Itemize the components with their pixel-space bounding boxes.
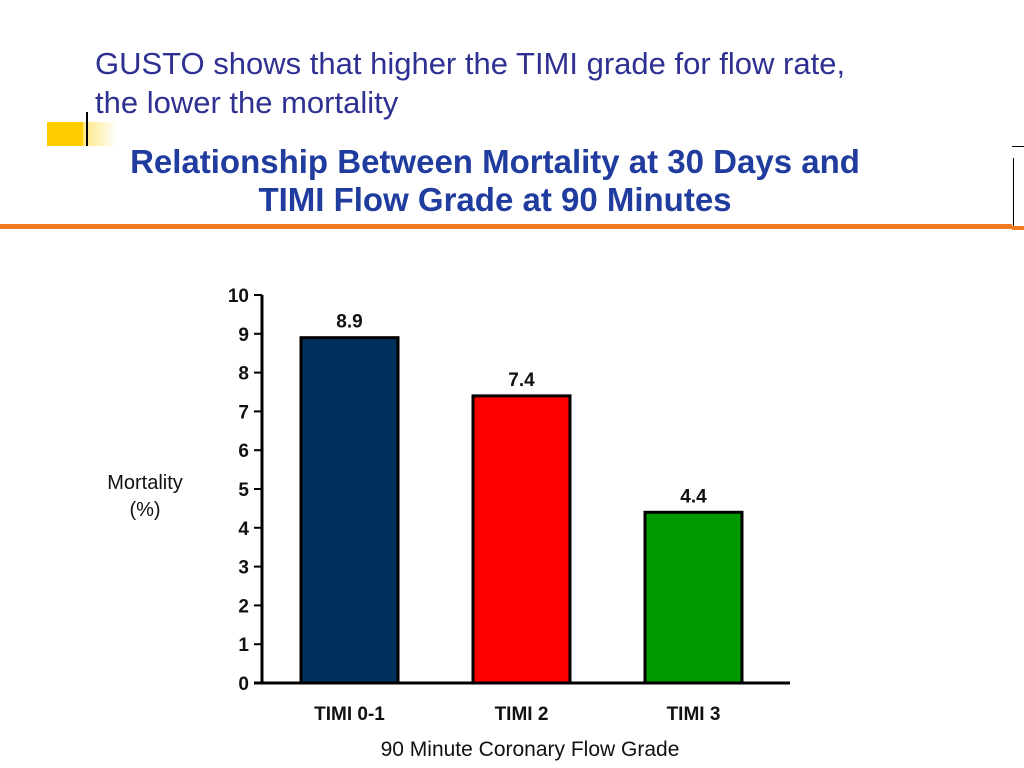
bar-value-label: 7.4 — [508, 370, 535, 391]
accent-bar — [86, 112, 88, 146]
y-tick-label: 10 — [228, 286, 249, 307]
chart-title-line2: TIMI Flow Grade at 90 Minutes — [258, 181, 732, 218]
bar-value-label: 4.4 — [680, 486, 707, 507]
chart-title: Relationship Between Mortality at 30 Day… — [0, 143, 990, 219]
x-tick-label: TIMI 3 — [667, 704, 721, 725]
title-divider-end — [1012, 226, 1024, 230]
y-axis-label-line1: Mortality — [107, 472, 183, 494]
y-tick-label: 5 — [238, 480, 249, 501]
bar — [299, 336, 400, 685]
bar — [643, 510, 744, 685]
slide-heading-line2: the lower the mortality — [95, 85, 399, 120]
y-tick-label: 7 — [238, 402, 249, 423]
slide-heading: GUSTO shows that higher the TIMI grade f… — [95, 44, 955, 122]
y-tick-label: 2 — [238, 596, 249, 617]
y-tick-label: 6 — [238, 441, 249, 462]
accent-fade — [83, 122, 117, 146]
x-tick-label: TIMI 2 — [495, 704, 549, 725]
x-axis-label: 90 Minute Coronary Flow Grade — [380, 738, 680, 761]
chart-title-line1: Relationship Between Mortality at 30 Day… — [130, 143, 860, 180]
bar-value-label: 8.9 — [336, 312, 362, 333]
accent-block — [47, 122, 83, 146]
edge-tick — [1012, 146, 1024, 147]
y-tick-label: 9 — [238, 325, 249, 346]
y-axis-label-line2: (%) — [129, 499, 161, 521]
bar — [471, 394, 572, 685]
y-tick-label: 8 — [238, 364, 249, 385]
x-tick-label: TIMI 0-1 — [314, 704, 385, 725]
y-tick-label: 1 — [238, 635, 249, 656]
y-tick-label: 3 — [238, 558, 249, 579]
y-tick-label: 0 — [238, 674, 249, 695]
y-tick-label: 4 — [238, 519, 249, 540]
slide-heading-line1: GUSTO shows that higher the TIMI grade f… — [95, 46, 846, 81]
title-divider — [0, 224, 1012, 229]
edge-line — [1013, 158, 1014, 230]
y-axis-label: Mortality (%) — [100, 470, 190, 524]
